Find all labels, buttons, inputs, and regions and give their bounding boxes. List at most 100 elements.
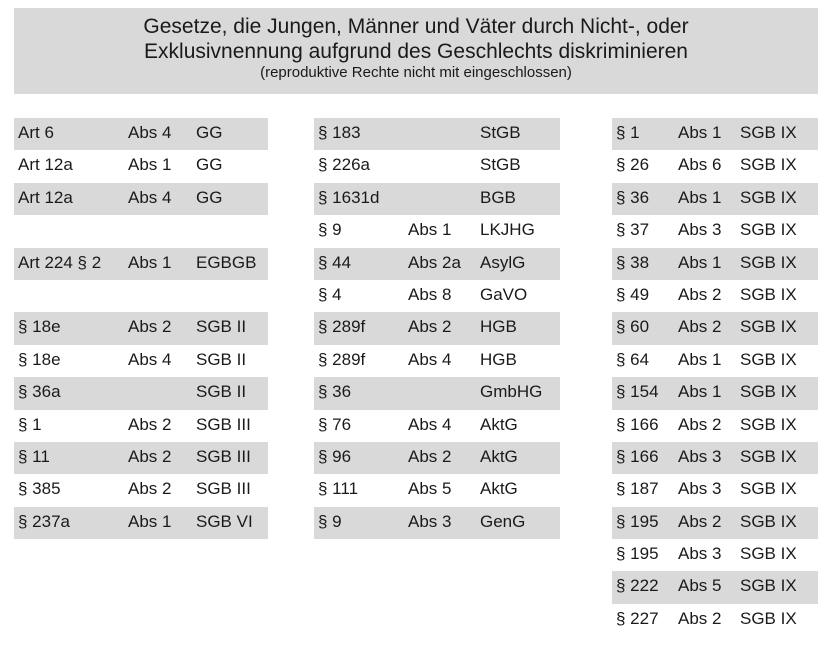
law-code: AsylG bbox=[480, 252, 526, 272]
paragraph-ref: § 76 bbox=[318, 414, 352, 434]
law-code: StGB bbox=[480, 123, 521, 142]
law-code: SGB IX bbox=[740, 544, 797, 564]
law-row: § 222 Abs 5 SGB IX bbox=[612, 571, 818, 604]
law-code: SGB IX bbox=[740, 252, 797, 272]
paragraph-ref: § 289f bbox=[318, 317, 366, 337]
section-ref: Abs 2 bbox=[128, 414, 172, 434]
section-ref: Abs 2 bbox=[678, 608, 722, 628]
law-column-1: Art 6 Abs 4 GG Art 12a Abs 1 GG Art 12a Abs 4 GG… bbox=[14, 118, 268, 540]
section-ref: Abs 2 bbox=[408, 317, 452, 337]
section-ref: Abs 3 bbox=[678, 220, 722, 240]
paragraph-ref: § 37 bbox=[616, 220, 650, 240]
law-code: HGB bbox=[480, 349, 517, 369]
law-row: § 36 Abs 1 SGB IX bbox=[612, 182, 818, 216]
paragraph-ref: § 11 bbox=[18, 446, 50, 466]
law-code: SGB II bbox=[196, 382, 247, 402]
law-row: § 36 GmbHG bbox=[314, 377, 560, 410]
section-ref: Abs 1 bbox=[678, 123, 722, 142]
section-ref: Abs 4 bbox=[408, 349, 452, 369]
law-code: SGB IX bbox=[740, 576, 797, 596]
paragraph-ref: § 49 bbox=[616, 284, 650, 304]
law-code: SGB IX bbox=[740, 479, 797, 499]
paragraph-ref: § 1631d bbox=[318, 187, 380, 207]
law-row: § 166 Abs 2 SGB IX bbox=[612, 410, 818, 442]
section-ref: Abs 3 bbox=[678, 544, 722, 564]
law-row: Art 12a Abs 4 GG bbox=[14, 182, 268, 216]
paragraph-ref: § 237a bbox=[18, 511, 70, 531]
law-code: SGB II bbox=[196, 349, 247, 369]
paragraph-ref: § 166 bbox=[616, 414, 659, 434]
section-ref: Abs 3 bbox=[678, 446, 722, 466]
law-code: SGB III bbox=[196, 446, 251, 466]
section-ref: Abs 5 bbox=[408, 479, 452, 499]
section-ref: Abs 3 bbox=[678, 479, 722, 499]
section-ref: Abs 1 bbox=[128, 252, 172, 272]
law-row: § 4 Abs 8 GaVO bbox=[314, 280, 560, 312]
law-code: AktG bbox=[480, 414, 518, 434]
title-line-2: Exklusivnennung aufgrund des Geschlechts… bbox=[144, 40, 688, 63]
section-ref: Abs 8 bbox=[408, 284, 452, 304]
law-code: SGB IX bbox=[740, 608, 797, 628]
paragraph-ref: § 38 bbox=[616, 252, 650, 272]
section-ref: Abs 5 bbox=[678, 576, 722, 596]
law-row: Art 12a Abs 1 GG bbox=[14, 150, 268, 182]
law-row: § 9 Abs 3 GenG bbox=[314, 506, 560, 540]
law-code: SGB IX bbox=[740, 446, 797, 466]
section-ref: Abs 2 bbox=[678, 284, 722, 304]
section-ref: Abs 2 bbox=[678, 414, 722, 434]
section-ref: Abs 2a bbox=[408, 252, 461, 272]
law-row: § 60 Abs 2 SGB IX bbox=[612, 312, 818, 345]
law-row: § 1 Abs 2 SGB III bbox=[14, 410, 268, 442]
paragraph-ref: § 166 bbox=[616, 446, 659, 466]
law-code: GaVO bbox=[480, 284, 528, 304]
law-row: § 1631d BGB bbox=[314, 182, 560, 216]
law-row: § 195 Abs 2 SGB IX bbox=[612, 506, 818, 540]
paragraph-ref: § 187 bbox=[616, 479, 659, 499]
paragraph-ref: § 227 bbox=[616, 608, 659, 628]
section-ref: Abs 4 bbox=[128, 123, 172, 142]
title-banner: Gesetze, die Jungen, Männer und Väter du… bbox=[14, 8, 818, 94]
law-row: § 96 Abs 2 AktG bbox=[314, 441, 560, 475]
section-ref: Abs 3 bbox=[408, 511, 452, 531]
paragraph-ref: § 289f bbox=[318, 349, 366, 369]
law-row: § 1 Abs 1 SGB IX bbox=[612, 118, 818, 151]
law-code: GG bbox=[196, 155, 223, 175]
paragraph-ref: Art 12a bbox=[18, 187, 73, 207]
law-row: § 26 Abs 6 SGB IX bbox=[612, 150, 818, 182]
section-ref: Abs 2 bbox=[128, 317, 172, 337]
law-row: § 64 Abs 1 SGB IX bbox=[612, 345, 818, 377]
paragraph-ref: § 385 bbox=[18, 479, 61, 499]
law-row: § 166 Abs 3 SGB IX bbox=[612, 441, 818, 475]
paragraph-ref: § 64 bbox=[616, 349, 650, 369]
section-ref: Abs 6 bbox=[678, 155, 722, 175]
section-ref: Abs 4 bbox=[408, 414, 452, 434]
section-ref: Abs 4 bbox=[128, 349, 172, 369]
law-row: § 76 Abs 4 AktG bbox=[314, 410, 560, 442]
law-code: AktG bbox=[480, 446, 518, 466]
law-code: SGB VI bbox=[196, 511, 253, 531]
paragraph-ref: § 36 bbox=[616, 187, 650, 207]
law-code: AktG bbox=[480, 479, 518, 499]
paragraph-ref: Art 224 § 2 bbox=[18, 252, 102, 272]
paragraph-ref: § 226a bbox=[318, 155, 370, 175]
law-row: § 111 Abs 5 AktG bbox=[314, 474, 560, 506]
law-code: StGB bbox=[480, 155, 521, 175]
paragraph-ref: § 154 bbox=[616, 382, 659, 402]
law-row: § 44 Abs 2a AsylG bbox=[314, 247, 560, 280]
paragraph-ref: § 222 bbox=[616, 576, 659, 596]
law-row: § 289f Abs 4 HGB bbox=[314, 345, 560, 377]
law-row: § 18e Abs 4 SGB II bbox=[14, 345, 268, 377]
law-code: GG bbox=[196, 187, 223, 207]
law-row: § 227 Abs 2 SGB IX bbox=[612, 604, 818, 636]
paragraph-ref: § 36a bbox=[18, 382, 61, 402]
paragraph-ref: § 18e bbox=[18, 317, 61, 337]
law-code: SGB IX bbox=[740, 317, 797, 337]
law-row: § 154 Abs 1 SGB IX bbox=[612, 377, 818, 410]
law-row: § 37 Abs 3 SGB IX bbox=[612, 215, 818, 247]
law-row: § 36a SGB II bbox=[14, 377, 268, 410]
law-code: GenG bbox=[480, 511, 526, 531]
law-row: § 9 Abs 1 LKJHG bbox=[314, 215, 560, 247]
law-row: § 187 Abs 3 SGB IX bbox=[612, 474, 818, 506]
law-row bbox=[14, 280, 268, 312]
paragraph-ref: § 18e bbox=[18, 349, 61, 369]
